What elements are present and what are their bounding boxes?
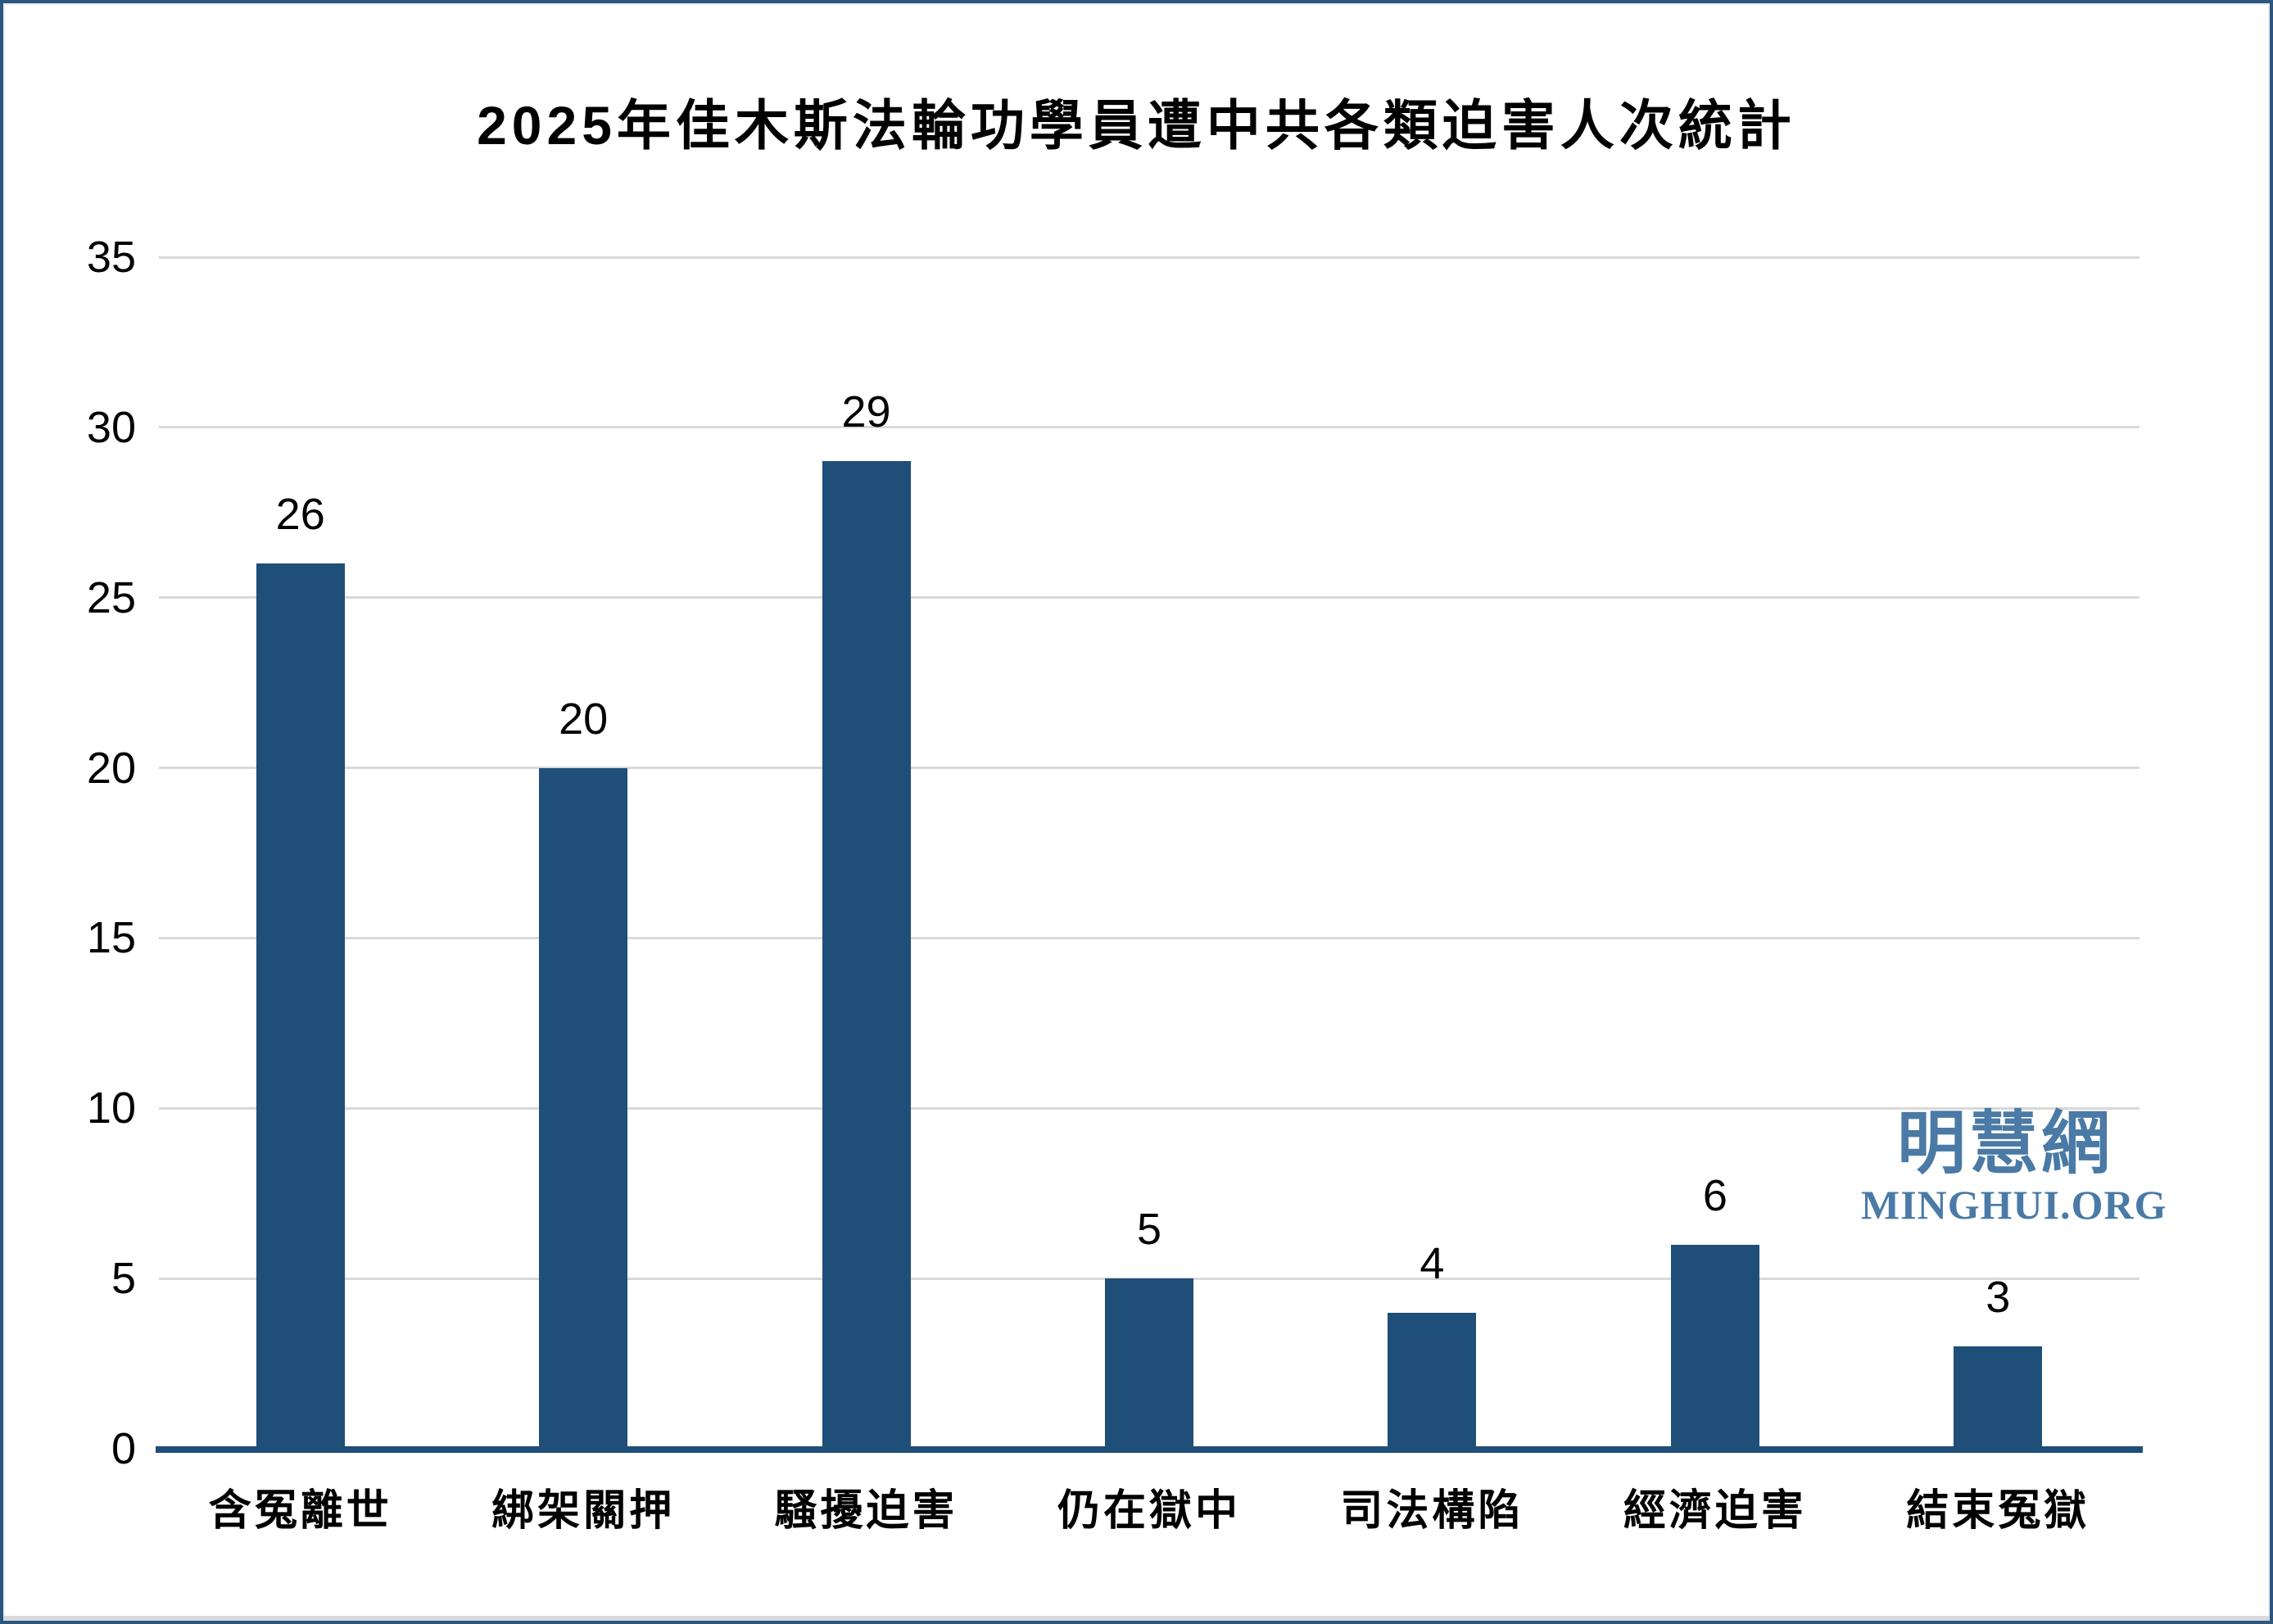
y-tick-label: 15 [86,913,136,963]
minghui-watermark: 明慧網 MINGHUI.ORG [1861,1105,2167,1228]
category-label: 經濟迫害 [1623,1487,1807,1535]
y-tick-label: 10 [86,1083,136,1133]
chart-bar [1670,1244,1759,1449]
bar-value-label: 5 [1136,1205,1162,1255]
plot-area: 0 5 10 15 20 25 30 35 26 含冤離世 20 綁架關押 29 騷擾迫害 5 仍在獄中 4 司法… [3,3,2270,1621]
gridline [159,936,2139,939]
x-axis-line [156,1446,2143,1453]
y-tick-label: 5 [111,1254,136,1304]
bar-value-label: 26 [275,490,325,540]
chart-bar [1388,1312,1477,1449]
chart-bar [1105,1278,1193,1449]
y-tick-label: 35 [86,233,136,282]
bar-value-label: 3 [1985,1273,2011,1323]
chart-bar [539,767,628,1449]
y-tick-label: 0 [111,1424,136,1473]
watermark-cjk: 明慧網 [1896,1105,2113,1182]
category-label: 司法構陷 [1340,1487,1524,1535]
gridline [159,767,2139,770]
y-tick-label: 20 [86,743,136,793]
chart-bar [822,461,911,1449]
category-label: 綁架關押 [491,1487,676,1535]
watermark-latin: MINGHUI.ORG [1861,1182,2167,1228]
y-tick-label: 30 [86,402,136,452]
y-tick-label: 25 [86,572,136,622]
bar-value-label: 20 [559,694,609,744]
chart-bar [1954,1346,2043,1449]
bar-value-label: 29 [841,387,891,437]
gridline [159,256,2139,259]
gridline [159,426,2139,429]
category-label: 含冤離世 [208,1487,392,1535]
bar-value-label: 4 [1419,1238,1445,1288]
chart-title: 2025年佳木斯法輪功學員遭中共各類迫害人次統計 [477,95,1796,156]
gridline [159,596,2139,599]
category-label: 仍在獄中 [1057,1487,1241,1535]
category-label: 騷擾迫害 [774,1487,958,1535]
bar-value-label: 6 [1702,1170,1727,1220]
category-label: 結束冤獄 [1906,1487,2090,1535]
chart-bar [256,563,345,1449]
gridline [159,1106,2139,1110]
